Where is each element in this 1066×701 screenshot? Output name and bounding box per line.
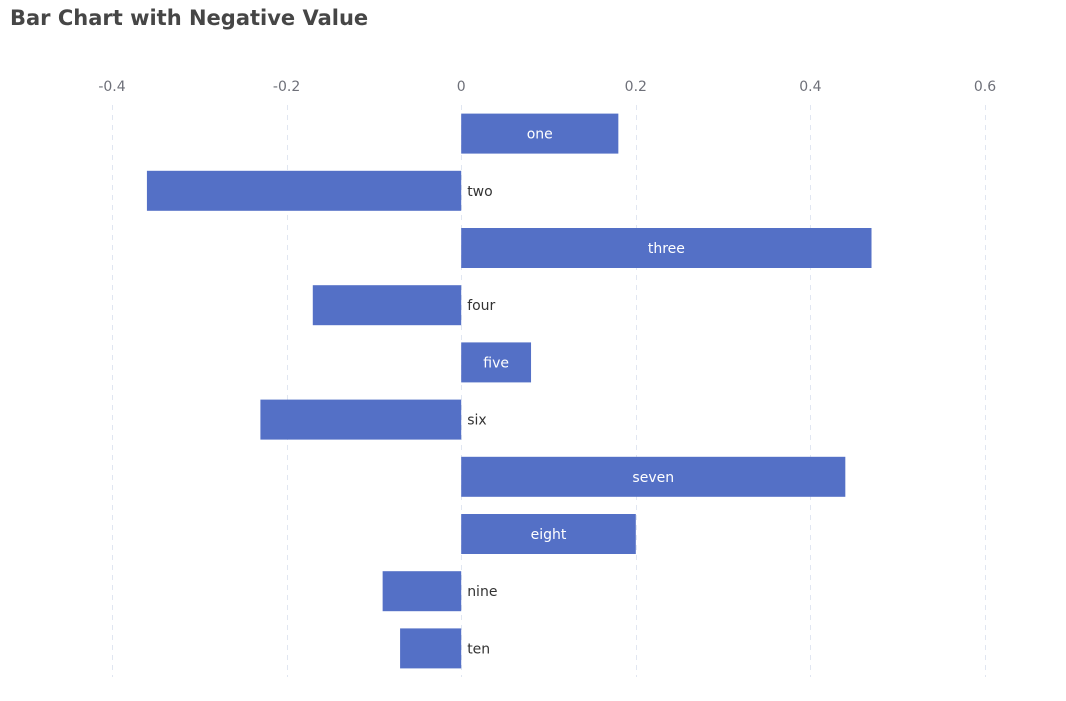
bar-labels: one two three four five six seven eight nine ten (467, 127, 685, 658)
bar-label: three (648, 241, 685, 257)
bar-label: two (467, 184, 493, 200)
chart-title: Bar Chart with Negative Value (10, 6, 369, 30)
bars (146, 113, 872, 669)
bar-ten[interactable] (400, 628, 462, 669)
bar-six[interactable] (260, 399, 462, 440)
bar-three[interactable] (461, 228, 872, 268)
x-tick-label: -0.2 (273, 79, 300, 95)
x-tick-label: 0 (457, 79, 466, 95)
bar-one[interactable] (461, 113, 619, 154)
bar-label: four (467, 298, 495, 314)
bar-label: one (527, 127, 553, 143)
x-tick-label: 0.4 (799, 79, 821, 95)
bar-label: eight (531, 527, 567, 543)
bar-nine[interactable] (382, 571, 462, 612)
bar-label: six (467, 413, 486, 429)
bar-two[interactable] (146, 170, 462, 211)
x-tick-label: -0.4 (98, 79, 125, 95)
bar-label: five (483, 355, 509, 371)
bar-seven[interactable] (461, 456, 846, 497)
bar-label: ten (467, 641, 490, 657)
x-tick-label: 0.2 (625, 79, 647, 95)
bar-label: seven (632, 470, 674, 486)
bar-five[interactable] (461, 342, 532, 383)
bar-label: nine (467, 584, 497, 600)
bar-four[interactable] (312, 285, 462, 326)
x-axis-ticks: -0.4 -0.2 0 0.2 0.4 0.6 (98, 79, 996, 95)
bar-eight[interactable] (461, 514, 636, 554)
x-tick-label: 0.6 (974, 79, 996, 95)
